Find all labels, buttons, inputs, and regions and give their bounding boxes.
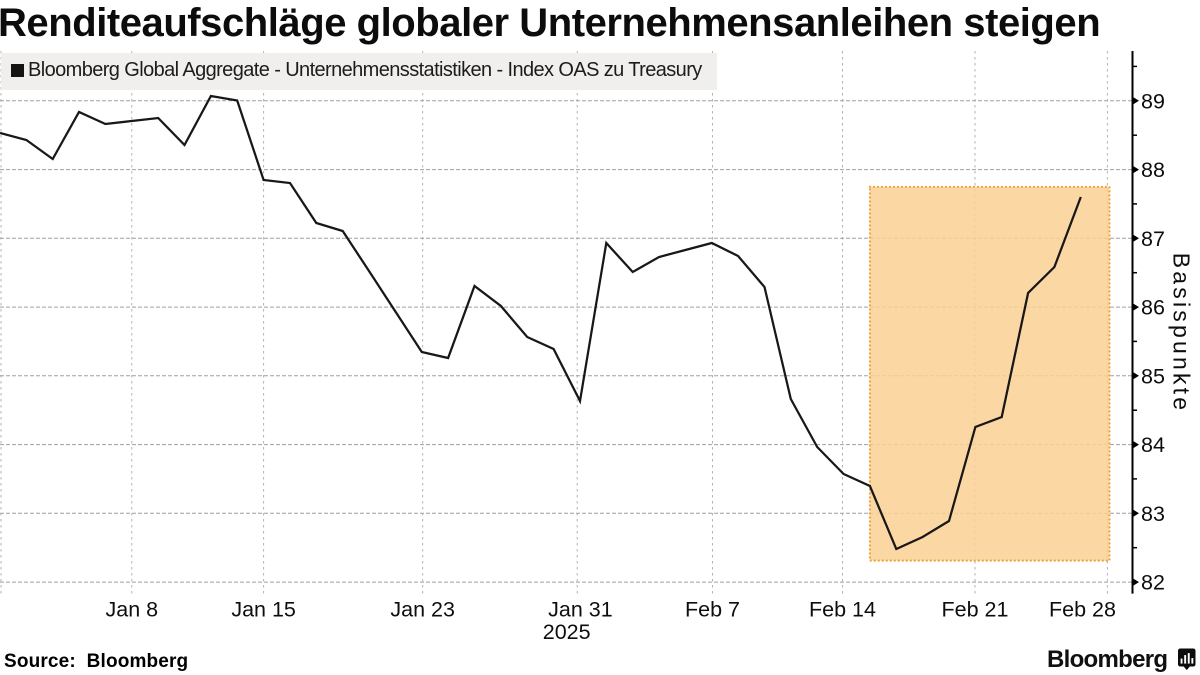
svg-text:86: 86 <box>1141 296 1165 320</box>
svg-text:Feb 14: Feb 14 <box>809 598 876 622</box>
svg-text:Feb 28: Feb 28 <box>1049 598 1116 622</box>
svg-text:82: 82 <box>1141 571 1165 595</box>
svg-text:Jan 31: Jan 31 <box>548 598 613 622</box>
svg-text:Feb 7: Feb 7 <box>685 598 740 622</box>
svg-text:88: 88 <box>1141 158 1165 182</box>
svg-text:84: 84 <box>1141 433 1165 457</box>
svg-text:Feb 21: Feb 21 <box>942 598 1009 622</box>
svg-text:2025: 2025 <box>543 620 591 644</box>
svg-text:Jan 15: Jan 15 <box>231 598 296 622</box>
svg-text:89: 89 <box>1141 89 1165 113</box>
svg-text:83: 83 <box>1141 502 1165 526</box>
svg-text:87: 87 <box>1141 227 1165 251</box>
svg-text:Basispunkte: Basispunkte <box>1169 253 1195 414</box>
svg-text:Jan 23: Jan 23 <box>390 598 455 622</box>
svg-text:Jan 8: Jan 8 <box>105 598 158 622</box>
svg-text:85: 85 <box>1141 364 1165 388</box>
